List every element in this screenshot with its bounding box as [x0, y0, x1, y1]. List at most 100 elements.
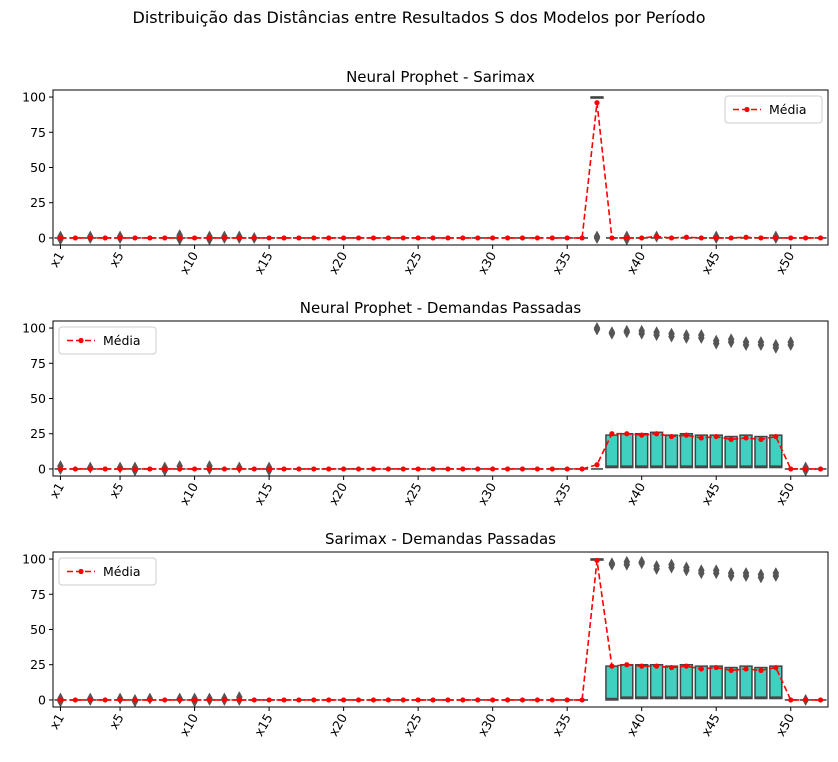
mean-point	[251, 235, 257, 241]
axes-frame	[52, 89, 829, 246]
x-tick-label: x35	[549, 249, 574, 277]
mean-line	[60, 432, 821, 470]
mean-point	[400, 235, 406, 241]
mean-point	[385, 466, 391, 472]
mean-point	[609, 235, 615, 241]
mean-point	[668, 664, 675, 671]
y-tick-label: 25	[30, 657, 46, 672]
x-tick-label: x40	[624, 711, 649, 739]
y-tick-label: 0	[38, 692, 46, 707]
legend-marker	[78, 568, 84, 575]
mean-point	[206, 466, 213, 472]
mean-point	[817, 697, 824, 703]
mean-point	[430, 697, 436, 703]
legend-box	[58, 326, 157, 355]
mean-point	[758, 235, 764, 241]
outlier-point	[742, 338, 750, 352]
mean-point	[564, 466, 570, 472]
outlier-point	[638, 327, 645, 340]
mean-point	[72, 235, 78, 241]
mean-point	[72, 697, 78, 703]
mean-point	[445, 466, 451, 472]
y-tick-label: 100	[22, 90, 46, 105]
mean-point	[251, 466, 257, 472]
chart-panel-1: Neural Prophet - Sarimax 0 25 50 75 100 x1 x5 x1…	[22, 68, 829, 277]
mean-point	[281, 697, 287, 703]
outlier-point	[683, 564, 690, 577]
mean-point	[57, 466, 64, 472]
x-tick-label: x25	[400, 480, 425, 508]
outlier-point	[698, 567, 705, 580]
y-tick-label: 75	[30, 125, 46, 140]
mean-point	[639, 432, 645, 438]
mean-point	[236, 466, 242, 472]
mean-point	[415, 235, 421, 241]
box	[679, 663, 694, 700]
mean-point	[311, 466, 317, 472]
mean-point	[430, 466, 436, 472]
x-tick-label: x20	[326, 711, 351, 739]
mean-point	[281, 235, 287, 241]
x-tick-label: x1	[46, 711, 67, 732]
outlier-point	[787, 338, 795, 352]
mean-point	[445, 235, 451, 241]
mean-point	[370, 466, 377, 472]
mean-point	[504, 235, 511, 241]
mean-point	[564, 235, 570, 241]
x-tick-label: x30	[475, 711, 500, 739]
mean-point	[803, 466, 809, 472]
x-tick-label: x45	[698, 480, 723, 508]
box	[694, 434, 709, 469]
x-tick-label: x40	[624, 249, 649, 277]
outlier-point	[653, 562, 660, 576]
box	[664, 434, 679, 469]
y-tick-label: 0	[38, 461, 46, 476]
outlier-point	[712, 567, 720, 580]
mean-point	[668, 235, 675, 241]
mean-point	[460, 697, 466, 703]
mean-point	[117, 235, 123, 241]
mean-point	[236, 697, 242, 703]
mean-point	[788, 235, 794, 241]
mean-point	[191, 697, 198, 703]
mean-point	[400, 697, 406, 703]
mean-point	[147, 697, 153, 703]
mean-point	[773, 235, 779, 241]
mean-point	[579, 466, 585, 472]
x-tick-label: x25	[400, 249, 425, 277]
x-tick-label: x50	[773, 480, 798, 508]
legend-box	[58, 557, 157, 586]
mean-point	[579, 235, 585, 241]
mean-point	[549, 697, 555, 703]
y-tick-label: 50	[30, 160, 46, 175]
x-tick-label: x10	[177, 711, 202, 739]
x-tick-label: x15	[251, 711, 276, 739]
x-tick-label: x15	[251, 249, 276, 277]
mean-point	[609, 663, 615, 669]
mean-point	[817, 466, 824, 472]
mean-point	[579, 697, 585, 703]
mean-point	[87, 697, 93, 703]
mean-point	[594, 557, 600, 564]
box	[754, 666, 768, 700]
y-tick-label: 75	[30, 356, 46, 371]
mean-point	[668, 433, 675, 440]
mean-point	[803, 697, 809, 703]
mean-point	[355, 235, 362, 241]
x-tick-label: x30	[475, 249, 500, 277]
box	[634, 432, 649, 469]
outlier-point	[653, 328, 660, 342]
mean-point	[534, 235, 540, 241]
mean-point	[162, 697, 168, 703]
x-tick-label: x15	[251, 480, 276, 508]
outlier-point	[757, 338, 765, 352]
x-tick-label: x40	[624, 480, 649, 508]
mean-point	[102, 466, 108, 472]
y-tick-label: 100	[22, 321, 46, 336]
x-tick-label: x1	[46, 249, 67, 270]
mean-point	[102, 697, 108, 703]
mean-point	[326, 466, 332, 472]
mean-point	[266, 235, 272, 241]
mean-line	[60, 560, 821, 701]
mean-point	[713, 664, 719, 671]
